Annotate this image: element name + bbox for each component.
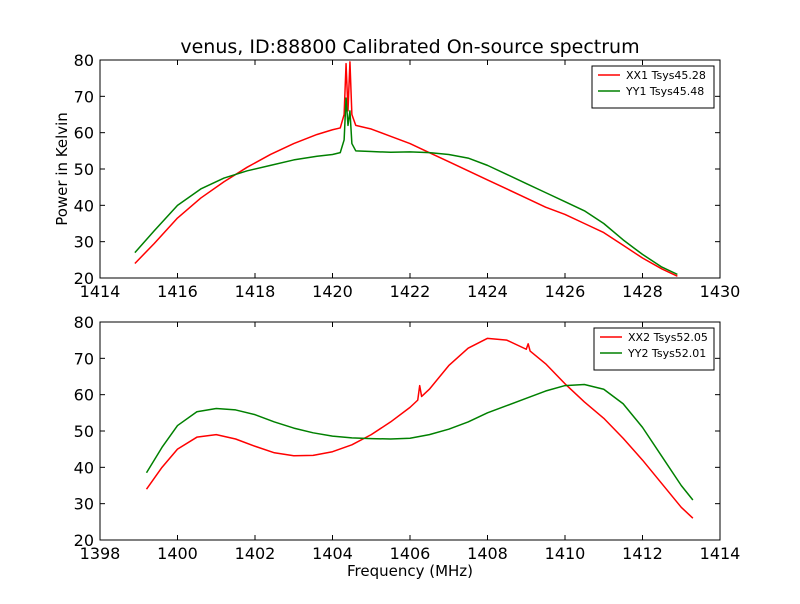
x-tick-label: 1418 [235, 282, 276, 301]
legend-box [591, 65, 715, 109]
x-tick-label: 1414 [80, 282, 121, 301]
y-tick-label: 50 [74, 160, 94, 179]
x-tick-label: 1400 [157, 544, 198, 563]
legend-label: YY1 Tsys45.48 [625, 85, 704, 98]
y-tick-label: 30 [74, 495, 94, 514]
y-tick-label: 20 [74, 531, 94, 550]
x-tick-label: 1426 [545, 282, 586, 301]
y-tick-label: 40 [74, 196, 94, 215]
y-tick-label: 70 [74, 87, 94, 106]
legend: XX1 Tsys45.28 YY1 Tsys45.48 [591, 65, 715, 109]
x-tick-label: 1412 [622, 544, 663, 563]
series-line-0-1 [134, 97, 678, 276]
x-tick-label: 1420 [312, 282, 353, 301]
y-axis-label: Power in Kelvin [53, 112, 71, 226]
x-tick-label: 1416 [157, 282, 198, 301]
bottom-panel: 1398 1400 1402 1404 1406 1408 1410 1412 1414 20 30… [74, 313, 741, 563]
legend-label: YY2 Tsys52.01 [627, 347, 706, 360]
x-axis-label: Frequency (MHz) [347, 562, 473, 580]
x-tick-label: 1428 [622, 282, 663, 301]
legend-label: XX2 Tsys52.05 [628, 331, 708, 344]
legend-box [593, 327, 715, 371]
legend-label: XX1 Tsys45.28 [626, 69, 706, 82]
y-tick-label: 60 [74, 124, 94, 143]
chart-title: venus, ID:88800 Calibrated On-source spe… [180, 36, 639, 58]
series-line-1-0 [145, 337, 694, 519]
x-tick-label: 1398 [80, 544, 121, 563]
y-tick-label: 20 [74, 269, 94, 288]
x-tick-label: 1422 [390, 282, 431, 301]
y-tick-label: 50 [74, 422, 94, 441]
top-panel: 1414 1416 1418 1420 1422 1424 1426 1428 1430 20 30… [74, 51, 741, 301]
x-tick-label: 1406 [390, 544, 431, 563]
x-tick-label: 1430 [700, 282, 741, 301]
y-tick-label: 70 [74, 349, 94, 368]
y-tick-label: 80 [74, 51, 94, 70]
y-tick-label: 30 [74, 233, 94, 252]
y-tick-label: 80 [74, 313, 94, 332]
x-tick-label: 1408 [467, 544, 508, 563]
x-tick-label: 1424 [467, 282, 508, 301]
y-tick-label: 40 [74, 458, 94, 477]
legend: XX2 Tsys52.05 YY2 Tsys52.01 [593, 327, 715, 371]
series-line-0-0 [134, 61, 678, 277]
x-tick-label: 1410 [545, 544, 586, 563]
x-tick-label: 1414 [700, 544, 741, 563]
x-tick-label: 1402 [235, 544, 276, 563]
y-tick-label: 60 [74, 386, 94, 405]
series-line-1-1 [145, 383, 694, 501]
x-tick-label: 1404 [312, 544, 353, 563]
